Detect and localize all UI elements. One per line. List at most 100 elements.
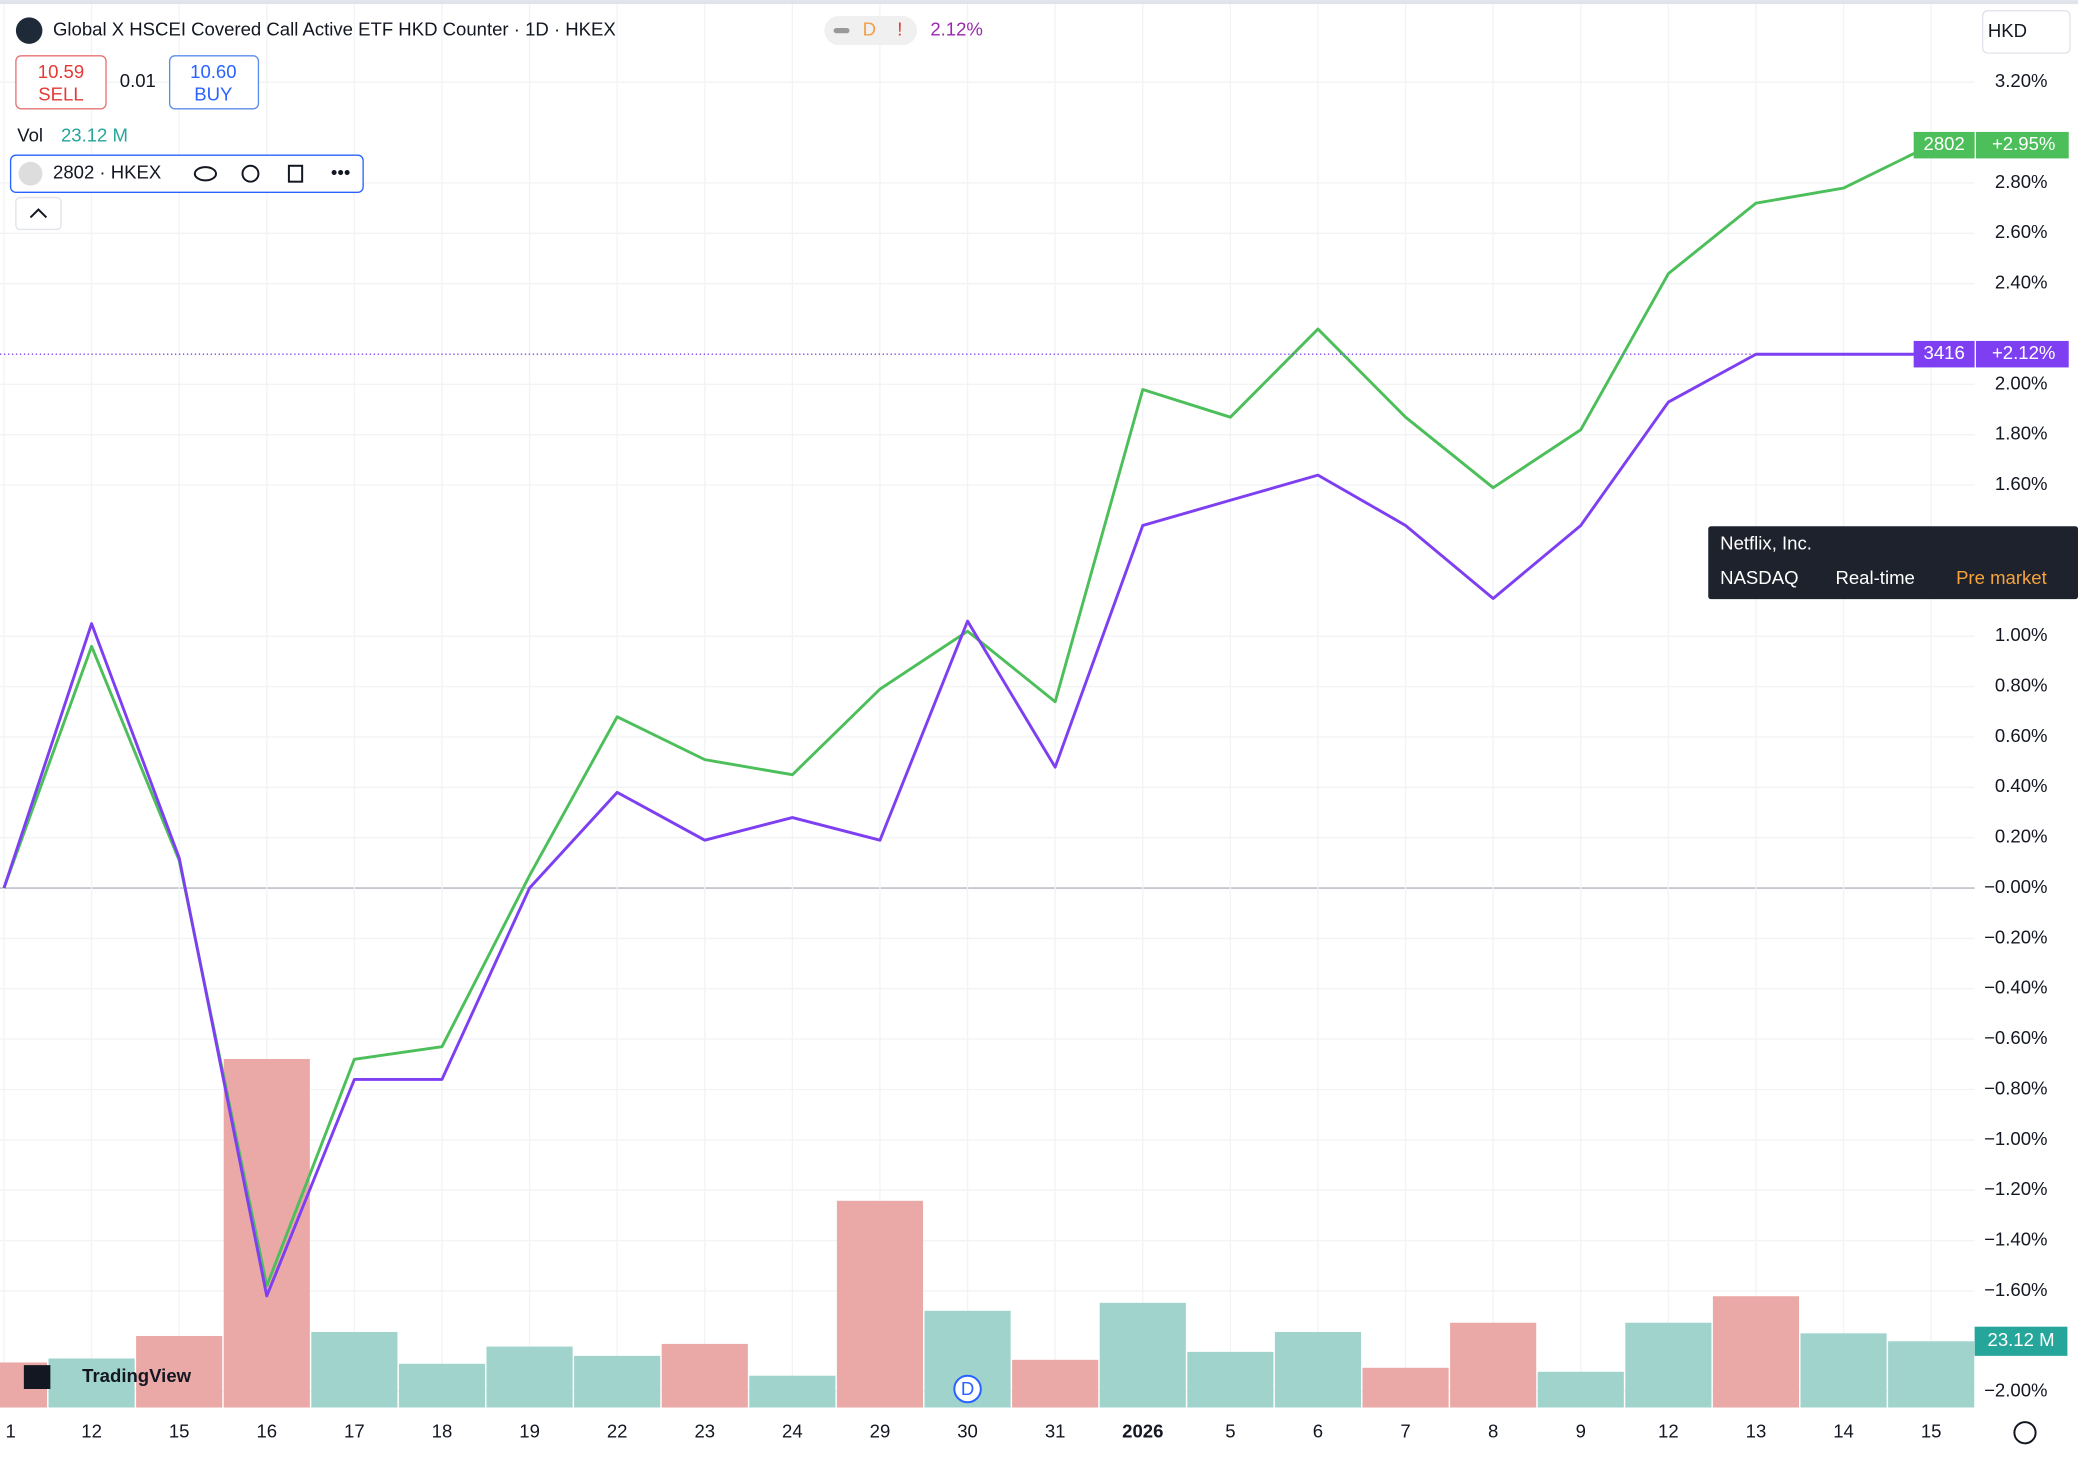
- x-tick-label: 1: [5, 1421, 15, 1442]
- sell-label[interactable]: SELL: [38, 83, 83, 104]
- volume-bar: [1888, 1341, 1975, 1408]
- volume-bar: [1362, 1367, 1449, 1408]
- badge-d: D: [863, 19, 876, 40]
- y-tick-label: −0.20%: [1984, 926, 2047, 947]
- series-last-box: [1913, 131, 1975, 159]
- volume-bar: [1187, 1351, 1274, 1408]
- collapse-icon[interactable]: [29, 208, 48, 219]
- volume-bar: [1625, 1322, 1712, 1408]
- volume-last-box: [1974, 1326, 2068, 1356]
- volume-bar: [311, 1331, 398, 1408]
- buy-price[interactable]: 10.60: [190, 61, 236, 82]
- tooltip-mode: Real-time: [1835, 567, 1914, 588]
- y-tick-label: −0.80%: [1984, 1077, 2047, 1098]
- y-tick-label: −1.60%: [1984, 1279, 2047, 1300]
- vol-label: Vol: [17, 125, 43, 146]
- y-tick-label: −0.00%: [1984, 876, 2047, 897]
- volume-bar: [486, 1346, 573, 1408]
- y-tick-label: 1.60%: [1995, 473, 2048, 494]
- x-tick-label: 17: [344, 1421, 365, 1442]
- volume-bar: [1800, 1333, 1887, 1408]
- delete-icon[interactable]: [287, 164, 304, 183]
- x-tick-label: 23: [694, 1421, 715, 1442]
- axis-settings[interactable]: [2013, 1421, 2037, 1445]
- y-tick-label: −0.40%: [1984, 977, 2047, 998]
- x-tick-label: 15: [169, 1421, 190, 1442]
- collapse-button[interactable]: [15, 196, 62, 231]
- volume-bar: [574, 1355, 661, 1408]
- line-series: [2, 352, 1932, 1298]
- event-marker-label: D: [961, 1378, 974, 1399]
- series-last-value: +2.95%: [1992, 133, 2055, 154]
- volume-bar: [1274, 1331, 1362, 1408]
- series-last-box: [1913, 340, 1975, 368]
- spread: 0.01: [120, 70, 156, 91]
- y-tick-label: 0.60%: [1995, 725, 2048, 746]
- volume-bar: [48, 1358, 135, 1408]
- series-last-value-box: [1975, 131, 2069, 159]
- x-tick-label: 12: [81, 1421, 102, 1442]
- change: 2.12%: [930, 19, 983, 40]
- series-last-value: +2.12%: [1992, 342, 2055, 363]
- x-tick-label: 13: [1746, 1421, 1767, 1442]
- buy-label[interactable]: BUY: [194, 83, 232, 104]
- logo: TradingView: [82, 1365, 191, 1386]
- x-tick-label: 19: [519, 1421, 540, 1442]
- tooltip-session: Pre market: [1956, 567, 2048, 588]
- x-tick-label: 5: [1225, 1421, 1235, 1442]
- volume-last-label: 23.12 M: [1988, 1329, 2055, 1350]
- eye-icon[interactable]: [193, 166, 218, 182]
- y-tick-label: 1.00%: [1995, 624, 2048, 645]
- x-tick-label: 22: [607, 1421, 628, 1442]
- volume-bar: [223, 1059, 310, 1408]
- x-tick-label: 9: [1576, 1421, 1586, 1442]
- y-tick-label: −2.00%: [1984, 1380, 2047, 1401]
- x-tick-label: 12: [1658, 1421, 1679, 1442]
- y-tick-label: −1.00%: [1984, 1128, 2047, 1149]
- vol-value: 23.12 M: [61, 125, 128, 146]
- event-marker: [953, 1374, 982, 1404]
- volume-bar: [1099, 1302, 1186, 1408]
- currency[interactable]: HKD: [1988, 20, 2027, 41]
- sell-button[interactable]: [15, 55, 107, 110]
- volume-bar: [1012, 1359, 1099, 1408]
- currency-button[interactable]: [1981, 10, 2071, 54]
- x-tick-label: 6: [1313, 1421, 1323, 1442]
- y-tick-label: 3.20%: [1995, 70, 2048, 91]
- logo-mark: [23, 1365, 51, 1389]
- more-icon[interactable]: •••: [331, 162, 350, 183]
- status-dash: [833, 27, 850, 34]
- title: Global X HSCEI Covered Call Active ETF H…: [53, 19, 616, 40]
- buy-button[interactable]: [168, 55, 260, 110]
- y-tick-label: 0.40%: [1995, 775, 2048, 796]
- y-tick-label: 2.00%: [1995, 372, 2048, 393]
- symbol-icon: [18, 161, 43, 186]
- volume-bar: [398, 1363, 486, 1408]
- line-series: [2, 143, 1932, 1288]
- x-tick-label: 7: [1400, 1421, 1410, 1442]
- symbol-pill[interactable]: [9, 154, 364, 193]
- status-badge: [824, 16, 918, 46]
- y-tick-label: 1.80%: [1995, 423, 2048, 444]
- volume-bar: [136, 1335, 223, 1408]
- tooltip-name: Netflix, Inc.: [1720, 533, 1812, 554]
- x-tick-label: 15: [1921, 1421, 1942, 1442]
- y-tick-label: 2.80%: [1995, 171, 2048, 192]
- volume-bar: [661, 1343, 748, 1408]
- x-tick-label: 2026: [1122, 1421, 1163, 1442]
- sell-price[interactable]: 10.59: [38, 61, 84, 82]
- series-last-value-box: [1975, 340, 2069, 368]
- x-tick-label: 31: [1045, 1421, 1066, 1442]
- volume-bar: [1712, 1296, 1800, 1408]
- settings-icon[interactable]: [241, 164, 260, 183]
- y-tick-label: −0.60%: [1984, 1027, 2047, 1048]
- series-last-name: 3416: [1924, 342, 1965, 363]
- series-last-name: 2802: [1924, 133, 1965, 154]
- x-tick-label: 29: [870, 1421, 891, 1442]
- volume-bar: [1450, 1322, 1537, 1408]
- y-tick-label: 0.20%: [1995, 826, 2048, 847]
- y-tick-label: −1.20%: [1984, 1178, 2047, 1199]
- y-tick-label: 0.80%: [1995, 674, 2048, 695]
- compare-symbol[interactable]: 2802 · HKEX: [53, 162, 161, 183]
